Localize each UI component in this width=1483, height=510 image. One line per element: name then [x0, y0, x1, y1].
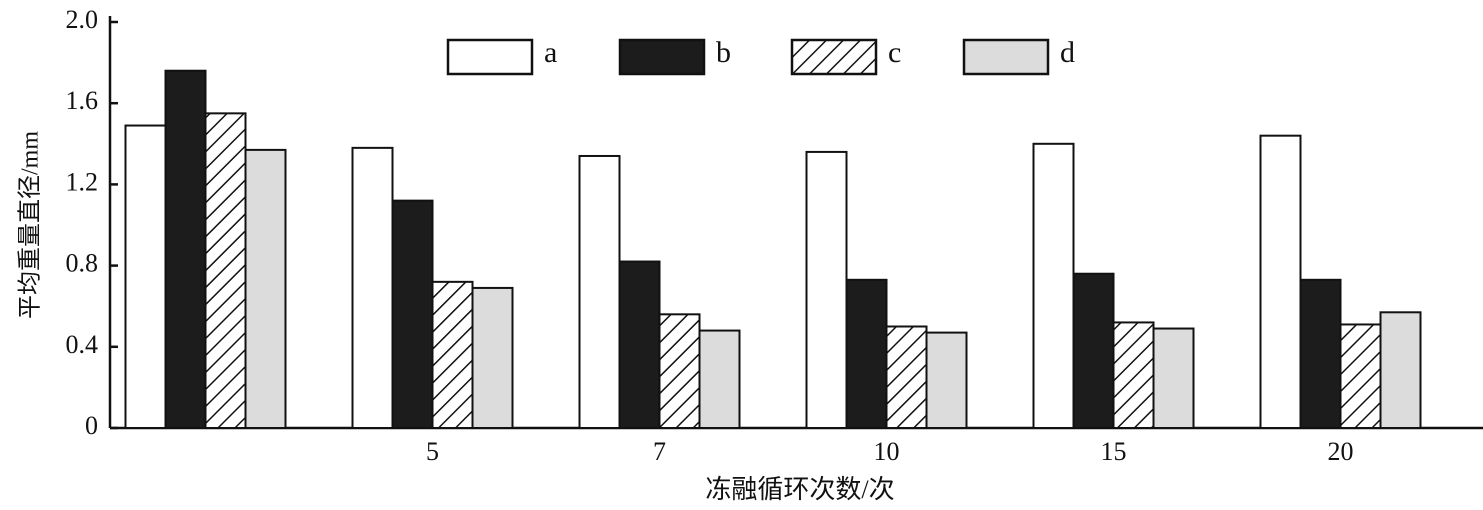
- bar: [204, 112, 247, 429]
- legend-label: c: [888, 36, 901, 69]
- bar: [1299, 278, 1342, 429]
- bar: [885, 325, 928, 429]
- y-tick-label: 0.4: [66, 330, 99, 359]
- bar: [1072, 272, 1115, 429]
- y-tick-label: 1.6: [66, 86, 99, 115]
- x-axis-label: 冻融循环次数/次: [705, 475, 894, 504]
- x-tick-label: 10: [874, 437, 900, 466]
- x-tick-label: 15: [1101, 437, 1127, 466]
- bar: [1032, 142, 1075, 430]
- bar: [124, 124, 167, 429]
- legend-label: b: [716, 36, 731, 69]
- bar: [1259, 134, 1302, 429]
- bar: [658, 313, 701, 430]
- bar: [1112, 321, 1155, 429]
- legend-swatch: [446, 38, 534, 76]
- bar: [805, 150, 848, 429]
- legend-swatch: [618, 38, 706, 76]
- y-tick-label: 2.0: [66, 5, 99, 34]
- y-tick-label: 1.2: [66, 167, 99, 196]
- legend-swatch: [790, 38, 878, 76]
- y-tick-label: 0.8: [66, 249, 99, 278]
- bar: [925, 331, 968, 429]
- y-axis-label: 平均重量直径/mm: [17, 131, 44, 319]
- bar: [1152, 327, 1195, 429]
- bar: [578, 154, 621, 429]
- bar: [698, 329, 741, 429]
- bar: [471, 286, 514, 429]
- legend-swatch: [962, 38, 1050, 76]
- x-tick-label: 7: [653, 437, 666, 466]
- bar: [845, 278, 888, 429]
- x-tick-label: 5: [426, 437, 439, 466]
- bar: [351, 146, 394, 430]
- bar: [1379, 311, 1422, 430]
- bar: [164, 69, 207, 429]
- bar: [244, 148, 287, 429]
- bar: [618, 260, 661, 430]
- bar: [391, 199, 434, 429]
- y-tick-label: 0: [85, 411, 98, 440]
- bar: [1339, 323, 1382, 429]
- legend-label: d: [1060, 36, 1075, 69]
- legend-label: a: [544, 36, 557, 69]
- bar: [431, 280, 474, 429]
- x-tick-label: 20: [1328, 437, 1354, 466]
